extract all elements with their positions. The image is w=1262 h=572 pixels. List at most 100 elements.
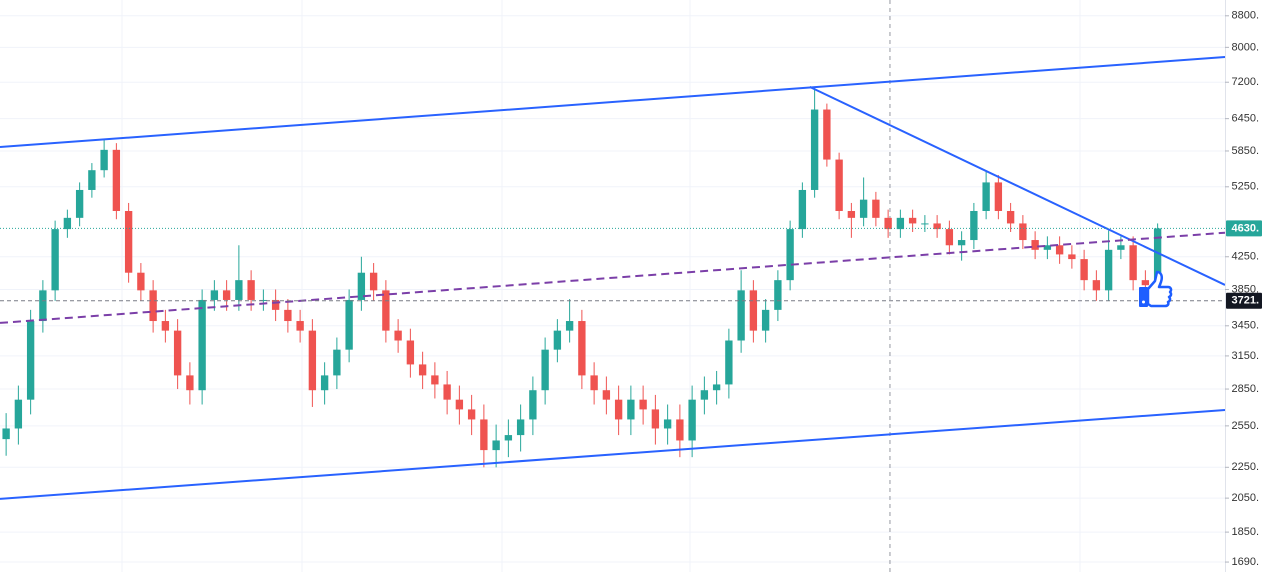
y-tick-label: 5850.: [1231, 145, 1259, 157]
candle-body: [161, 321, 170, 331]
y-tick-label: 3450.: [1231, 320, 1259, 332]
candle-body: [296, 321, 304, 331]
candle-body: [112, 149, 121, 211]
candle-body: [565, 321, 574, 331]
candle-body: [1104, 249, 1113, 291]
candle-body: [357, 272, 366, 300]
candle-body: [614, 399, 623, 420]
candle-body: [835, 159, 843, 211]
candle-body: [14, 399, 23, 429]
candle-body: [222, 290, 231, 300]
y-tick-label: 2050.: [1231, 492, 1259, 504]
candle-body: [2, 428, 10, 440]
price-axis-labels: 8800. 8000. 7200. 6450. 5850. 5250. 4250. 3850.…: [1225, 10, 1262, 568]
candle-body: [627, 399, 635, 420]
candle-body: [1080, 259, 1088, 281]
candle-body: [431, 375, 439, 385]
price-label-bg: [1226, 292, 1262, 309]
thumbs-up-icon: [1139, 270, 1173, 308]
plot-area: [0, 0, 1226, 572]
candle-body: [676, 419, 684, 441]
candle-body: [847, 210, 856, 218]
candle-body: [235, 280, 243, 300]
candle-body: [504, 435, 513, 441]
candle-body: [1141, 280, 1150, 286]
candle-body: [173, 330, 182, 376]
y-tick-label: 1690.: [1231, 556, 1259, 568]
trend-line: [0, 409, 1226, 500]
candle-body: [970, 210, 978, 241]
y-tick-label: 8800.: [1231, 10, 1259, 22]
candle-body: [1006, 210, 1015, 224]
candle-body: [210, 290, 219, 300]
candle-body: [859, 199, 868, 218]
candle-body: [467, 409, 476, 420]
price-label: 4630.: [1231, 222, 1259, 234]
candle-body: [994, 182, 1003, 211]
trend-line: [809, 85, 1226, 286]
candle-body: [259, 299, 268, 301]
candle-body: [1117, 245, 1125, 250]
candle-body: [137, 272, 145, 291]
y-tick-label: 1850.: [1231, 526, 1259, 538]
candle-body: [406, 340, 415, 365]
y-tick-label: 7200.: [1231, 76, 1259, 88]
candle-body: [1019, 223, 1027, 241]
candle-body: [823, 109, 831, 160]
candle-body: [700, 390, 709, 400]
y-tick-label: 3850.: [1231, 283, 1259, 295]
candle-body: [774, 280, 782, 310]
y-tick-label: 3150.: [1231, 350, 1259, 362]
candle-body: [369, 272, 378, 291]
candle-body: [124, 210, 133, 273]
candle-body: [88, 170, 96, 190]
price-label: 3721.: [1231, 295, 1259, 307]
trend-line: [0, 231, 1226, 324]
candle-body: [198, 299, 206, 391]
candle-body: [418, 364, 427, 376]
candle-body: [921, 223, 929, 225]
candle-body: [1043, 245, 1052, 250]
candle-body: [455, 399, 464, 410]
candle-body: [333, 349, 341, 376]
candle-body: [908, 217, 917, 224]
candle-body: [492, 440, 500, 451]
candle-body: [798, 189, 807, 230]
candle-body: [516, 419, 525, 436]
candle-body: [749, 290, 758, 331]
candle-body: [761, 309, 770, 331]
candle-body: [651, 409, 660, 429]
trend-line: [0, 56, 1226, 149]
candle-body: [810, 109, 819, 190]
candle-body: [737, 290, 745, 341]
candle-body: [1129, 245, 1137, 281]
candle-body: [480, 419, 488, 451]
candle-body: [63, 217, 72, 230]
candle-body: [39, 290, 47, 322]
candle-body: [443, 384, 451, 400]
price-axis: [1225, 0, 1262, 572]
candle-body: [896, 217, 905, 230]
candle-body: [982, 182, 990, 211]
candle-body: [639, 399, 647, 410]
candle-body: [308, 330, 317, 391]
candle-body: [578, 321, 586, 376]
price-label-bg: [1226, 220, 1262, 237]
candle-body: [541, 349, 549, 391]
candle-body: [382, 290, 390, 331]
candle-body: [553, 330, 562, 350]
candle-body: [247, 280, 255, 300]
candle-body: [663, 419, 672, 429]
candle-body: [284, 309, 292, 322]
candle-body: [688, 399, 696, 441]
candle-body: [75, 189, 84, 218]
y-tick-label: 2250.: [1231, 461, 1259, 473]
candle-body: [394, 330, 402, 341]
y-tick-label: 6450.: [1231, 113, 1259, 125]
candle-body: [884, 217, 892, 230]
candle-body: [933, 223, 941, 230]
y-tick-label: 4250.: [1231, 251, 1259, 263]
candle-body: [602, 390, 611, 400]
